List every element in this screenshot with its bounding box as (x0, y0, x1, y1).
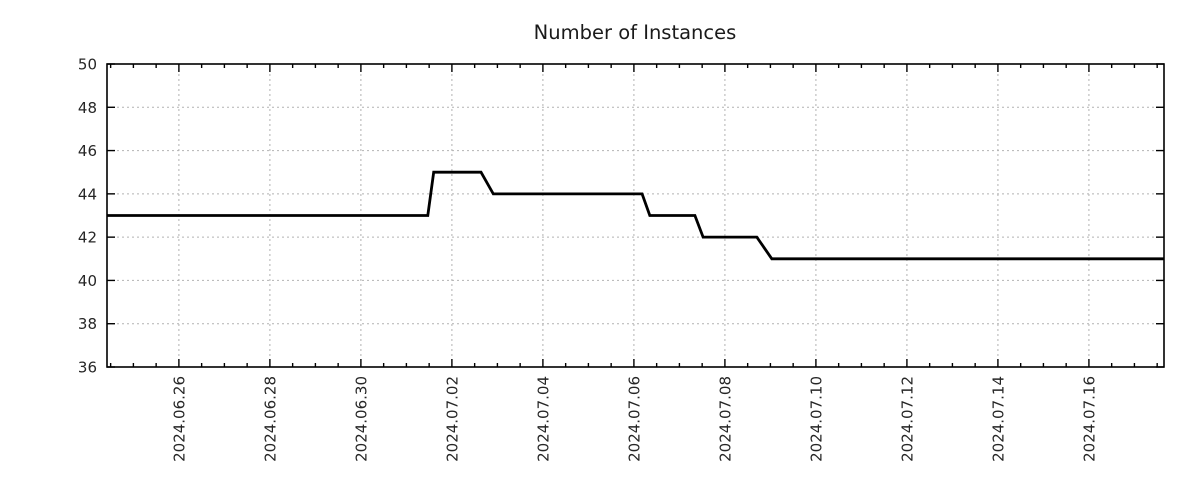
x-tick-label: 2024.07.14 (989, 376, 1007, 462)
series-line-instances (107, 170, 1164, 261)
x-tick-label: 2024.06.30 (352, 376, 370, 462)
x-tick-label: 2024.07.16 (1080, 376, 1098, 462)
y-tick-label: 48 (78, 99, 97, 117)
x-tick-label: 2024.07.12 (898, 376, 916, 462)
x-tick-label: 2024.06.26 (170, 376, 188, 462)
y-tick-label: 38 (78, 315, 97, 333)
x-tick-label: 2024.07.02 (443, 376, 461, 462)
y-tick-label: 44 (78, 185, 97, 203)
plot-border (106, 63, 1165, 368)
grid-layer (107, 64, 1164, 367)
label-layer: 2024.06.26 2024.06.28 2024.06.30 2024.07.02… (78, 56, 1099, 462)
chart-title: Number of Instances (534, 21, 737, 44)
series-layer (107, 170, 1164, 261)
x-tick-label: 2024.07.04 (534, 376, 552, 462)
y-tick-label: 46 (78, 142, 97, 160)
y-tick-label: 50 (78, 56, 97, 74)
y-tick-label: 36 (78, 359, 97, 377)
x-tick-label: 2024.07.08 (716, 376, 734, 462)
y-tick-label: 40 (78, 272, 97, 290)
x-tick-label: 2024.07.10 (807, 376, 825, 462)
y-tick-label: 42 (78, 229, 97, 247)
x-tick-label: 2024.06.28 (261, 376, 279, 462)
x-tick-label: 2024.07.06 (625, 376, 643, 462)
axis-layer (106, 63, 1165, 368)
